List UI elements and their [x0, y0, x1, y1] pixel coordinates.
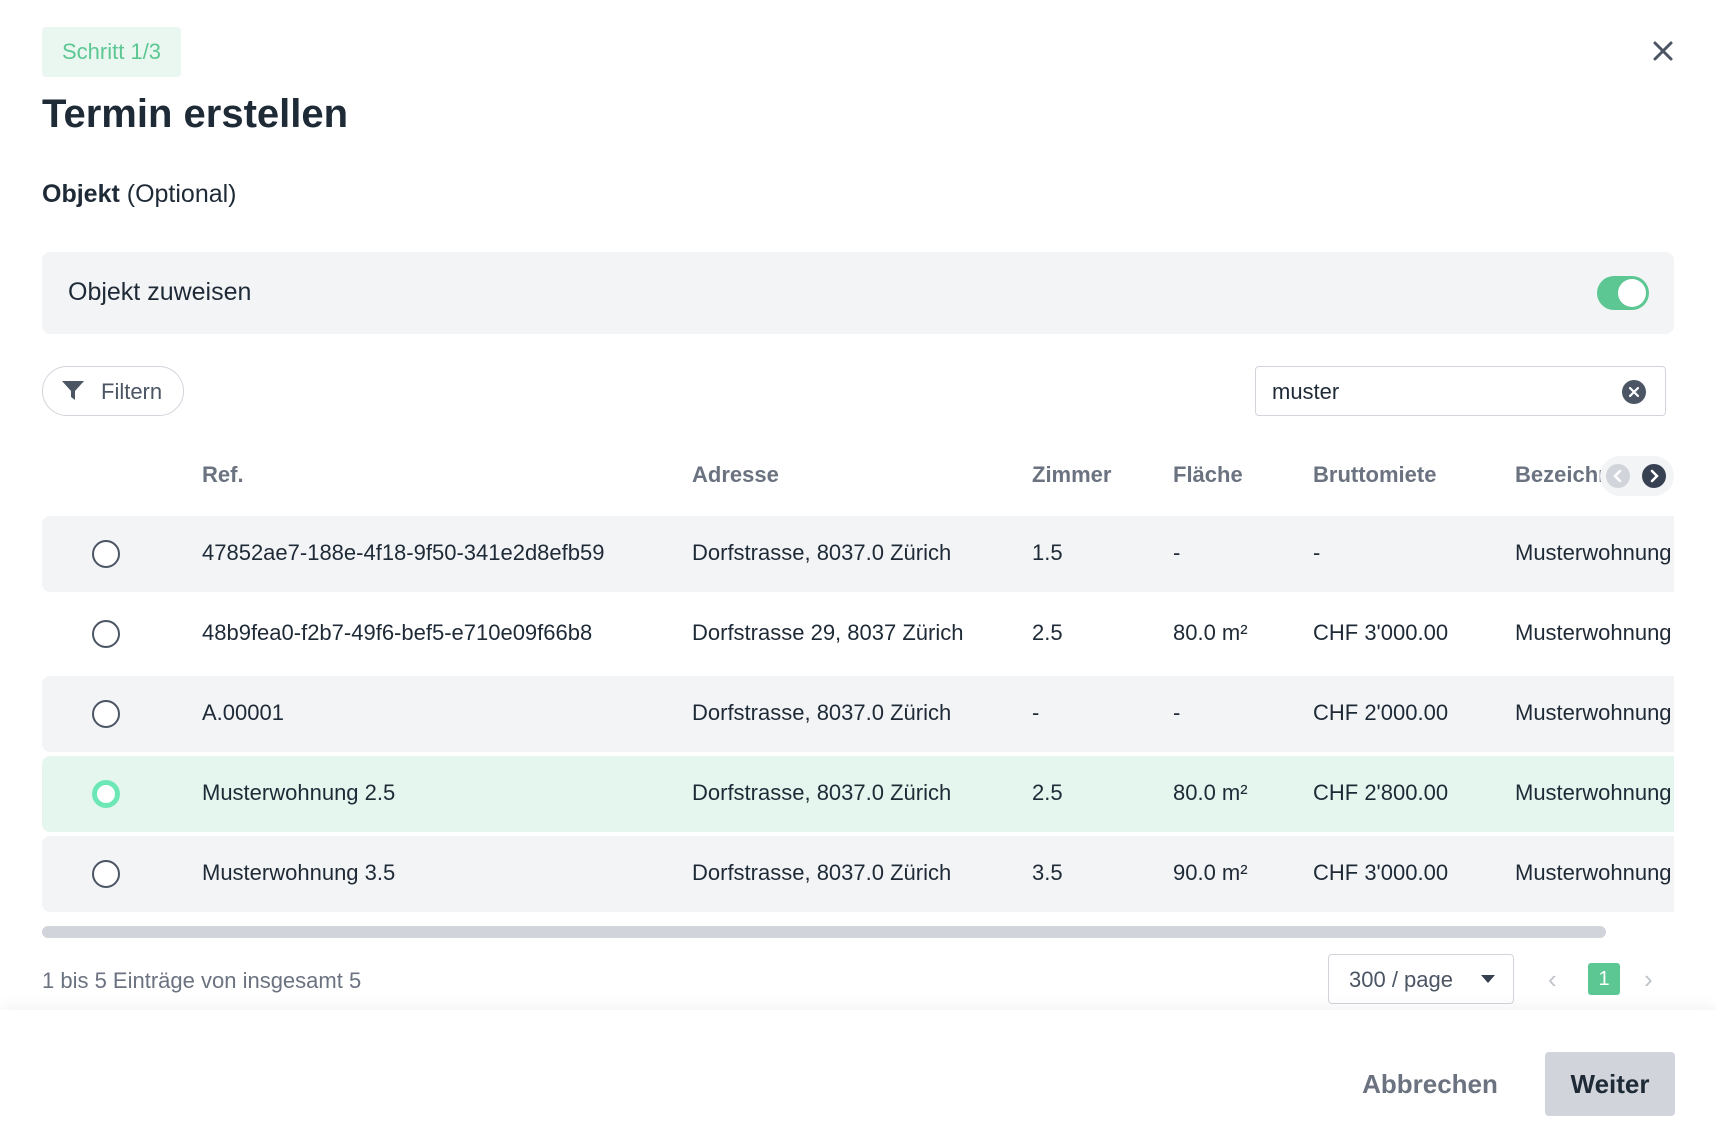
cell-ref: Musterwohnung 3.5	[202, 860, 396, 885]
cell-bruttomiete: -	[1313, 540, 1321, 565]
column-header-bruttomiete[interactable]: Bruttomiete	[1313, 462, 1437, 487]
cell-flaeche: 90.0 m²	[1173, 860, 1248, 885]
cell-adresse: Dorfstrasse, 8037.0 Zürich	[692, 700, 952, 725]
cell-zimmer: -	[1032, 700, 1040, 725]
assign-object-toggle[interactable]	[1597, 276, 1649, 310]
cell-flaeche: -	[1173, 700, 1181, 725]
pagination-prev[interactable]: ‹	[1548, 964, 1557, 994]
cell-ref: 48b9fea0-f2b7-49f6-bef5-e710e09f66b8	[202, 620, 593, 645]
toggle-knob	[1618, 279, 1646, 307]
section-label: Objekt (Optional)	[42, 180, 237, 209]
search-value[interactable]: muster	[1272, 379, 1340, 404]
assign-object-label: Objekt zuweisen	[68, 278, 252, 306]
pagination-current-page[interactable]: 1	[1588, 963, 1620, 995]
column-header-ref[interactable]: Ref.	[202, 462, 244, 487]
cell-adresse: Dorfstrasse, 8037.0 Zürich	[692, 860, 952, 885]
cell-ref: A.00001	[202, 700, 284, 725]
row-radio[interactable]	[92, 620, 120, 648]
cell-zimmer: 3.5	[1032, 860, 1063, 885]
column-header-bezeichnung[interactable]: Bezeichı	[1515, 462, 1605, 487]
assign-object-panel: Objekt zuweisen	[42, 252, 1674, 334]
row-radio[interactable]	[92, 860, 120, 888]
section-label-bold: Objekt	[42, 180, 120, 208]
pagination-next[interactable]: ›	[1644, 964, 1653, 994]
cell-adresse: Dorfstrasse 29, 8037 Zürich	[692, 620, 964, 645]
cell-flaeche: -	[1173, 540, 1181, 565]
table-scroll-buttons	[1600, 456, 1674, 496]
cell-bezeichnung: Musterwohnung	[1515, 700, 1672, 725]
cell-adresse: Dorfstrasse, 8037.0 Zürich	[692, 780, 952, 805]
page-size-select[interactable]: 300 / page	[1328, 954, 1514, 1004]
step-badge: Schritt 1/3	[42, 27, 182, 77]
chevron-left-icon[interactable]	[1606, 464, 1630, 488]
cell-zimmer: 2.5	[1032, 620, 1063, 645]
filter-label: Filtern	[101, 379, 163, 404]
modal-footer	[0, 1010, 1716, 1142]
search-input[interactable]: muster	[1255, 366, 1666, 416]
cell-bezeichnung: Musterwohnung	[1515, 780, 1672, 805]
cell-zimmer: 1.5	[1032, 540, 1063, 565]
cell-flaeche: 80.0 m²	[1173, 620, 1248, 645]
cell-bezeichnung: Musterwohnung	[1515, 620, 1672, 645]
clear-search-icon[interactable]	[1621, 379, 1647, 405]
filter-button[interactable]: Filtern	[42, 366, 184, 416]
caret-down-icon	[1481, 975, 1495, 983]
table-row-selected[interactable]: Musterwohnung 2.5 Dorfstrasse, 8037.0 Zü…	[42, 756, 1674, 832]
page-size-value: 300 / page	[1349, 967, 1453, 992]
next-button[interactable]: Weiter	[1545, 1052, 1675, 1116]
page-title: Termin erstellen	[42, 92, 349, 136]
entries-summary: 1 bis 5 Einträge von insgesamt 5	[42, 968, 362, 993]
column-header-zimmer[interactable]: Zimmer	[1032, 462, 1112, 487]
cell-ref: 47852ae7-188e-4f18-9f50-341e2d8efb59	[202, 540, 605, 565]
cell-adresse: Dorfstrasse, 8037.0 Zürich	[692, 540, 952, 565]
cell-bezeichnung: Musterwohnung	[1515, 540, 1672, 565]
row-radio[interactable]	[92, 700, 120, 728]
table-row[interactable]: Musterwohnung 3.5 Dorfstrasse, 8037.0 Zü…	[42, 836, 1674, 912]
row-radio-checked[interactable]	[92, 780, 120, 808]
close-icon[interactable]	[1648, 36, 1678, 66]
cell-zimmer: 2.5	[1032, 780, 1063, 805]
filter-funnel-icon	[62, 381, 84, 400]
cancel-button[interactable]: Abbrechen	[1350, 1052, 1510, 1116]
table-row[interactable]: 48b9fea0-f2b7-49f6-bef5-e710e09f66b8 Dor…	[42, 596, 1674, 672]
cell-bruttomiete: CHF 2'000.00	[1313, 700, 1449, 725]
cell-ref: Musterwohnung 2.5	[202, 780, 396, 805]
section-label-suffix: (Optional)	[119, 180, 237, 208]
cell-flaeche: 80.0 m²	[1173, 780, 1248, 805]
column-header-flaeche[interactable]: Fläche	[1173, 462, 1243, 487]
row-radio[interactable]	[92, 540, 120, 568]
cell-bruttomiete: CHF 2'800.00	[1313, 780, 1449, 805]
table-row[interactable]: A.00001 Dorfstrasse, 8037.0 Zürich - - C…	[42, 676, 1674, 752]
objects-table: Ref. Adresse Zimmer Fläche Bruttomiete B…	[42, 446, 1674, 916]
table-row[interactable]: 47852ae7-188e-4f18-9f50-341e2d8efb59 Dor…	[42, 516, 1674, 592]
chevron-right-icon[interactable]	[1642, 464, 1666, 488]
horizontal-scrollbar[interactable]	[42, 926, 1606, 938]
column-header-adresse[interactable]: Adresse	[692, 462, 779, 487]
cell-bruttomiete: CHF 3'000.00	[1313, 860, 1449, 885]
cell-bezeichnung: Musterwohnung	[1515, 860, 1672, 885]
cell-bruttomiete: CHF 3'000.00	[1313, 620, 1449, 645]
